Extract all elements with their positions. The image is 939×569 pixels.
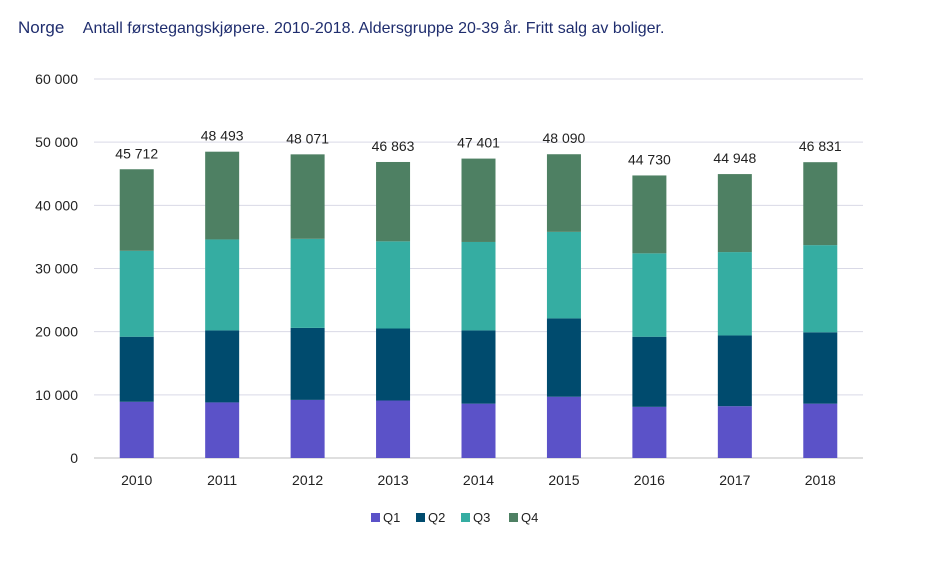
- bar-q4-2018: [803, 162, 838, 246]
- legend-label-q1: Q1: [383, 510, 400, 525]
- bar-q2-2011: [205, 330, 240, 403]
- legend-swatch-q4: [509, 513, 518, 522]
- bar-q1-2011: [205, 402, 240, 458]
- bar-q1-2010: [119, 401, 154, 458]
- total-label-2015: 48 090: [543, 130, 586, 146]
- bar-q3-2014: [461, 241, 496, 331]
- y-tick-label: 40 000: [35, 197, 78, 213]
- y-tick-label: 30 000: [35, 261, 78, 277]
- total-label-2010: 45 712: [115, 145, 158, 161]
- bar-q3-2018: [803, 245, 838, 333]
- legend-swatch-q1: [371, 513, 380, 522]
- y-tick-label: 50 000: [35, 134, 78, 150]
- y-tick-label: 20 000: [35, 324, 78, 340]
- bar-q1-2015: [546, 396, 581, 458]
- total-label-2012: 48 071: [286, 130, 329, 146]
- total-label-2013: 46 863: [372, 138, 415, 154]
- x-tick-label: 2018: [805, 472, 836, 488]
- bar-q4-2011: [205, 151, 240, 240]
- bar-q4-2014: [461, 158, 496, 242]
- x-tick-label: 2015: [548, 472, 579, 488]
- y-tick-label: 10 000: [35, 387, 78, 403]
- bar-q2-2016: [632, 336, 667, 407]
- total-label-2014: 47 401: [457, 135, 500, 151]
- x-tick-label: 2014: [463, 472, 494, 488]
- bar-q1-2012: [290, 399, 325, 458]
- total-label-2016: 44 730: [628, 151, 671, 167]
- bar-q2-2014: [461, 330, 496, 404]
- bar-q3-2011: [205, 239, 240, 331]
- bar-q1-2016: [632, 406, 667, 458]
- bar-q1-2017: [717, 406, 752, 458]
- bar-q2-2018: [803, 332, 838, 404]
- y-tick-label: 60 000: [35, 71, 78, 87]
- total-label-2017: 44 948: [713, 150, 756, 166]
- bar-q3-2016: [632, 253, 667, 337]
- legend-label-q2: Q2: [428, 510, 445, 525]
- legend-label-q3: Q3: [473, 510, 490, 525]
- bar-q3-2015: [546, 231, 581, 319]
- bar-q4-2016: [632, 175, 667, 254]
- bar-q4-2010: [119, 169, 154, 251]
- bar-q3-2012: [290, 238, 325, 328]
- x-tick-label: 2013: [377, 472, 408, 488]
- bar-q3-2017: [717, 252, 752, 336]
- x-tick-label: 2011: [207, 472, 237, 488]
- chart-title: Norge: [18, 18, 65, 37]
- bar-q2-2015: [546, 318, 581, 397]
- bar-q2-2017: [717, 335, 752, 407]
- y-tick-label: 0: [70, 450, 78, 466]
- x-tick-label: 2010: [121, 472, 152, 488]
- chart-subtitle: Antall førstegangskjøpere. 2010-2018. Al…: [82, 20, 665, 37]
- bar-q2-2013: [376, 328, 411, 401]
- bar-q2-2010: [119, 336, 154, 402]
- total-label-2011: 48 493: [201, 128, 244, 144]
- legend-swatch-q2: [416, 513, 425, 522]
- x-tick-label: 2016: [634, 472, 665, 488]
- x-tick-label: 2012: [292, 472, 323, 488]
- bar-q1-2014: [461, 403, 496, 458]
- bar-q2-2012: [290, 327, 325, 400]
- bar-q4-2015: [546, 154, 581, 232]
- bar-q4-2012: [290, 154, 325, 239]
- total-label-2018: 46 831: [799, 138, 842, 154]
- x-tick-label: 2017: [719, 472, 750, 488]
- chart-header: Norge Antall førstegangskjøpere. 2010-20…: [18, 18, 664, 38]
- bar-q4-2013: [376, 161, 411, 242]
- bar-q3-2010: [119, 250, 154, 337]
- bar-q3-2013: [376, 241, 411, 329]
- bar-q1-2018: [803, 403, 838, 458]
- bar-q1-2013: [376, 400, 411, 458]
- bar-q4-2017: [717, 174, 752, 253]
- legend-label-q4: Q4: [521, 510, 538, 525]
- legend-swatch-q3: [461, 513, 470, 522]
